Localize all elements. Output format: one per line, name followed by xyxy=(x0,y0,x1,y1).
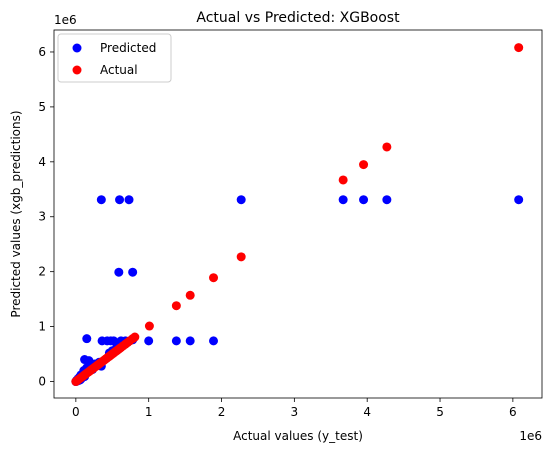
y-tick-label: 2 xyxy=(38,265,46,279)
point-predicted xyxy=(96,195,106,205)
x-tick-label: 5 xyxy=(436,405,444,419)
point-predicted xyxy=(124,195,134,205)
point-actual xyxy=(130,332,140,342)
x-tick-label: 3 xyxy=(291,405,299,419)
point-predicted xyxy=(514,195,524,205)
x-tick-label: 6 xyxy=(509,405,517,419)
x-axis-label: Actual values (y_test) xyxy=(233,429,363,443)
legend-box xyxy=(57,33,172,83)
point-predicted xyxy=(185,336,195,346)
legend-label-actual: Actual xyxy=(100,63,138,77)
point-actual xyxy=(382,142,392,152)
legend-marker-predicted xyxy=(72,43,82,53)
point-actual xyxy=(338,175,348,185)
point-predicted xyxy=(144,336,154,346)
y-tick-label: 1 xyxy=(38,320,46,334)
y-axis-ticks: 0 1 2 3 4 5 6 xyxy=(38,45,54,389)
plot-points xyxy=(71,43,524,387)
x-offset-label: 1e6 xyxy=(519,429,542,443)
y-axis-label: Predicted values (xgb_predictions) xyxy=(9,110,23,317)
point-actual xyxy=(359,160,369,170)
x-tick-label: 0 xyxy=(72,405,80,419)
point-predicted xyxy=(382,195,392,205)
chart-title: Actual vs Predicted: XGBoost xyxy=(196,10,400,26)
point-predicted xyxy=(359,195,369,205)
point-actual xyxy=(185,290,195,300)
x-tick-label: 2 xyxy=(218,405,226,419)
point-predicted xyxy=(236,195,246,205)
point-actual xyxy=(171,301,181,311)
point-predicted xyxy=(115,195,125,205)
point-predicted xyxy=(82,334,92,344)
legend: Predicted Actual xyxy=(57,33,172,83)
point-predicted xyxy=(209,336,219,346)
y-tick-label: 6 xyxy=(38,45,46,59)
point-predicted xyxy=(114,267,124,277)
legend-marker-actual xyxy=(72,65,82,75)
point-actual xyxy=(236,252,246,262)
point-predicted xyxy=(338,195,348,205)
point-actual xyxy=(209,273,219,283)
x-tick-label: 4 xyxy=(363,405,371,419)
x-axis-ticks: 0 1 2 3 4 5 6 xyxy=(72,398,517,419)
y-offset-label: 1e6 xyxy=(54,13,77,27)
plot-frame xyxy=(53,29,543,399)
y-tick-label: 5 xyxy=(38,100,46,114)
y-tick-label: 0 xyxy=(38,375,46,389)
x-tick-label: 1 xyxy=(145,405,153,419)
point-actual xyxy=(514,43,524,53)
point-predicted xyxy=(171,336,181,346)
y-tick-label: 3 xyxy=(38,210,46,224)
legend-label-predicted: Predicted xyxy=(100,41,156,55)
point-predicted xyxy=(84,356,94,366)
point-actual xyxy=(144,321,154,331)
point-predicted xyxy=(128,267,138,277)
y-tick-label: 4 xyxy=(38,155,46,169)
